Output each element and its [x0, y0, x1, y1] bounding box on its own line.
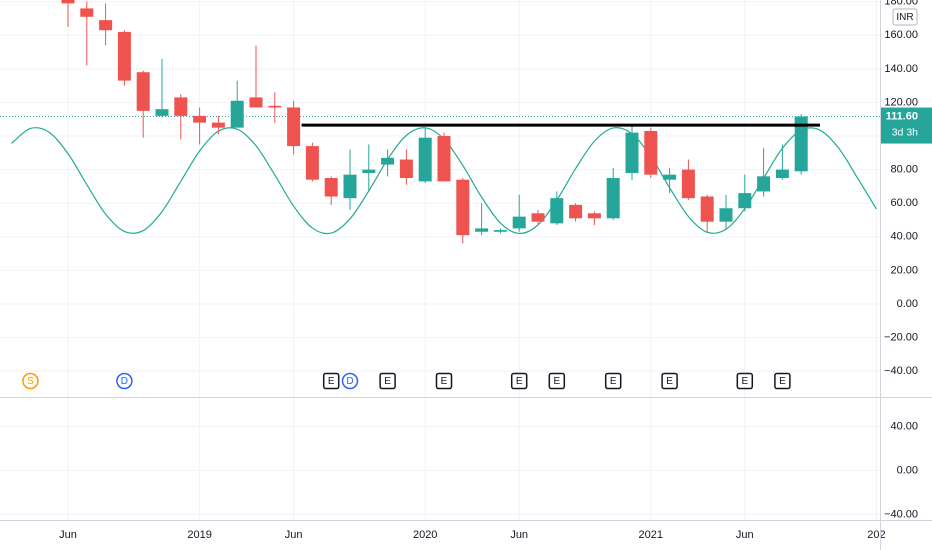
event-marker-label: S	[27, 376, 34, 387]
y-tick-label: 20.00	[890, 264, 918, 276]
x-tick-label: 2021	[639, 529, 663, 541]
event-marker	[379, 372, 396, 390]
countdown: 3d 3h	[892, 126, 918, 138]
event-marker	[661, 372, 678, 390]
event-marker	[322, 372, 340, 390]
candle-body	[418, 137, 432, 182]
candle-body	[117, 31, 131, 81]
candle-body	[531, 213, 545, 222]
event-marker-label: D	[346, 376, 353, 387]
event-marker	[604, 372, 622, 390]
candle-body	[324, 178, 338, 197]
event-marker-label: E	[384, 376, 391, 387]
last-price-box	[881, 107, 932, 144]
last-price-label: 111.60	[886, 110, 918, 122]
event-marker-label: E	[553, 376, 560, 387]
x-tick-label: Jun	[510, 529, 528, 541]
x-tick-label: 2019	[187, 529, 211, 541]
event-marker-label: E	[328, 376, 335, 387]
x-tick-label: 2020	[413, 529, 437, 541]
candle-body	[644, 130, 658, 175]
event-marker-label: E	[666, 376, 673, 387]
candle-body	[794, 116, 808, 172]
x-tick-label: 202	[867, 529, 885, 541]
candle-body	[174, 97, 188, 116]
y-tick-label: 80.00	[890, 164, 918, 176]
event-marker-label: E	[741, 376, 748, 387]
candle-body	[475, 228, 489, 232]
candle-body	[362, 169, 376, 173]
candle-body	[625, 132, 639, 173]
candle-body	[99, 20, 113, 31]
candle-body	[61, 0, 75, 4]
y-tick-label: −40.00	[884, 508, 918, 520]
x-tick-label: Jun	[285, 529, 303, 541]
candle-body	[136, 72, 150, 111]
candle-body	[211, 122, 225, 128]
candle-body	[757, 176, 771, 192]
candle-body	[399, 159, 413, 179]
y-tick-label: 40.00	[890, 420, 918, 432]
candle-body	[681, 169, 695, 199]
candle-body	[719, 208, 733, 222]
candle-body	[738, 193, 752, 209]
candle-body	[456, 179, 470, 236]
candle-body	[493, 230, 507, 232]
currency: INR	[896, 12, 913, 23]
event-marker-label: E	[779, 376, 786, 387]
y-tick-label: 120.00	[884, 96, 918, 108]
event-marker	[774, 372, 791, 390]
event-marker	[341, 372, 359, 390]
candle-body	[249, 97, 263, 108]
event-marker-label: D	[121, 376, 128, 387]
x-tick-label: Jun	[736, 529, 754, 541]
y-tick-label: 60.00	[890, 197, 918, 209]
y-tick-label: 0.00	[897, 298, 918, 310]
candle-body	[155, 109, 169, 116]
event-marker-label: E	[516, 376, 523, 387]
event-marker-label: E	[441, 376, 448, 387]
event-marker	[736, 372, 754, 390]
y-tick-label: 0.00	[897, 464, 918, 476]
candle-body	[287, 107, 301, 147]
event-marker	[116, 372, 133, 390]
event-marker-label: E	[610, 376, 617, 387]
candle-body	[512, 216, 526, 229]
event-marker	[510, 372, 528, 390]
candle-body	[587, 213, 601, 219]
candle-body	[569, 204, 583, 219]
candle-body	[268, 105, 282, 108]
candle-body	[700, 196, 714, 222]
candle-body	[381, 157, 395, 165]
y-tick-label: 140.00	[884, 63, 918, 75]
candle-body	[663, 174, 677, 180]
y-tick-label: −20.00	[884, 331, 918, 343]
candle-body	[775, 169, 789, 179]
candle-body	[437, 136, 451, 182]
candle-body	[305, 146, 319, 180]
candle-body	[343, 174, 357, 199]
candle-body	[550, 198, 564, 224]
event-marker	[548, 372, 566, 390]
event-marker	[435, 372, 453, 390]
candle-body	[606, 178, 620, 219]
candle-body	[230, 100, 244, 128]
event-marker	[22, 372, 39, 390]
candle-body	[193, 115, 207, 123]
candle-body	[80, 8, 94, 17]
y-tick-label: 160.00	[884, 29, 918, 41]
y-tick-label: 180.00	[884, 0, 918, 8]
y-tick-label: 40.00	[890, 231, 918, 243]
x-tick-label: Jun	[59, 529, 77, 541]
y-tick-label: −40.00	[884, 365, 918, 377]
currency-box	[892, 8, 918, 26]
